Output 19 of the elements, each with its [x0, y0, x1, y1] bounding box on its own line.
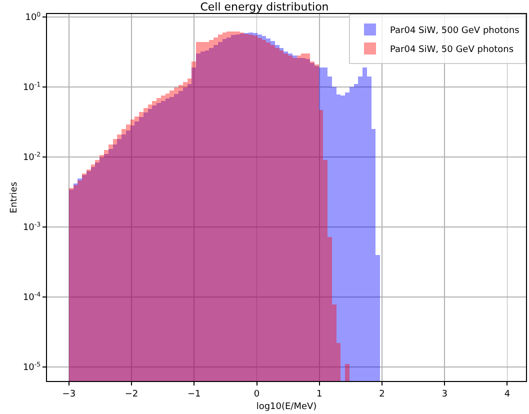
- legend-label: Par04 SiW, 50 GeV photons: [390, 45, 514, 56]
- x-tick-label: 1: [316, 389, 322, 400]
- chart-title: Cell energy distribution: [200, 0, 329, 14]
- x-tick-label: −2: [124, 389, 138, 400]
- y-tick-label: 10$^{-4}$: [22, 291, 41, 304]
- x-tick-label: 3: [442, 389, 448, 400]
- legend-label: Par04 SiW, 500 GeV photons: [390, 26, 520, 36]
- x-tick-label: −3: [62, 389, 76, 400]
- x-tick-label: 0: [254, 389, 260, 400]
- x-tick-label: −1: [188, 389, 201, 400]
- x-tick-label: 4: [504, 389, 510, 400]
- y-tick-label: 10$^{-5}$: [22, 361, 41, 374]
- y-tick-label: 10$^{-2}$: [22, 151, 41, 164]
- y-tick-label: 10$^{-3}$: [22, 221, 41, 234]
- y-tick-label: 10$^{-1}$: [22, 81, 41, 94]
- x-tick-label: 2: [379, 389, 385, 400]
- y-tick-label: 10$^{0}$: [25, 11, 41, 24]
- y-axis-title: Entries: [9, 182, 20, 214]
- x-axis-title: log10(E/MeV): [256, 402, 317, 412]
